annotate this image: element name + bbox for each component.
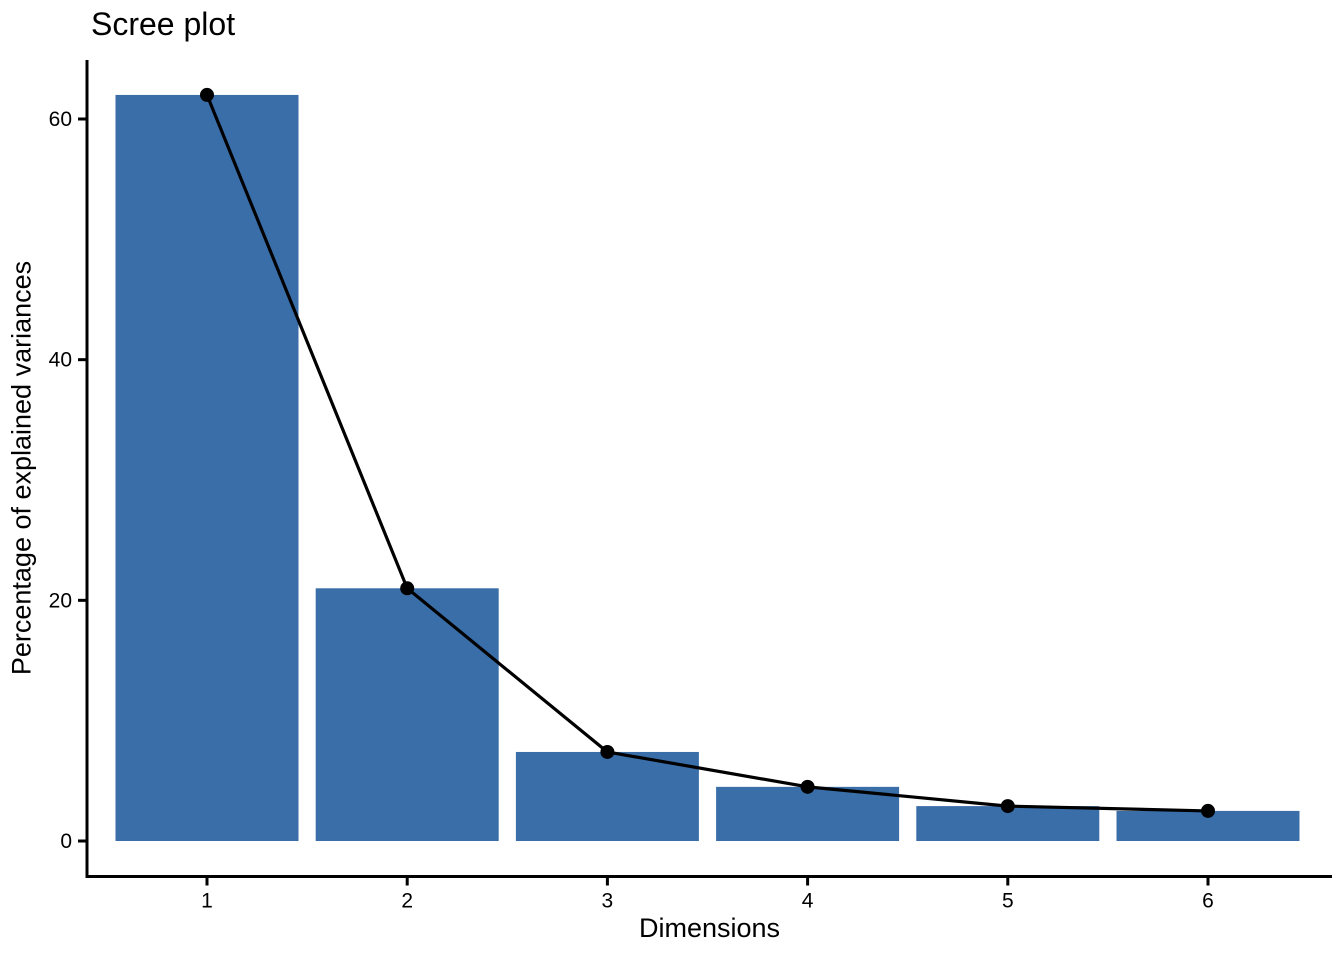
bar (716, 786, 900, 841)
y-tick-label: 40 (49, 349, 72, 372)
x-tick-label: 5 (1002, 890, 1014, 913)
data-point (400, 581, 415, 596)
x-tick-label: 4 (802, 890, 814, 913)
x-tick-label: 2 (401, 890, 413, 913)
data-point (200, 87, 214, 102)
x-tick-label: 3 (602, 890, 614, 913)
chart-title: Scree plot (91, 6, 236, 42)
y-tick-label: 20 (49, 589, 72, 612)
x-tick-label: 1 (201, 890, 213, 913)
y-tick-label: 60 (49, 108, 72, 131)
x-axis-title: Dimensions (638, 913, 781, 943)
bar (115, 94, 299, 841)
data-point (1201, 803, 1215, 818)
x-tick-label: 6 (1202, 890, 1214, 913)
data-point (1000, 799, 1015, 814)
bar (315, 588, 499, 841)
data-point (600, 744, 615, 759)
scree-line (205, 93, 1210, 813)
y-tick-label: 0 (60, 830, 72, 853)
data-point (800, 779, 815, 794)
bar (515, 751, 699, 841)
